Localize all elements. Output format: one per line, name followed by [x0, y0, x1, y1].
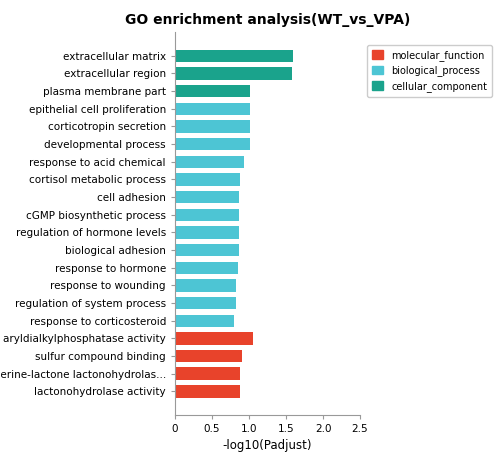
Bar	[175, 67, 292, 80]
Title: GO enrichment analysis(WT_vs_VPA): GO enrichment analysis(WT_vs_VPA)	[125, 13, 410, 27]
Bar	[175, 50, 294, 62]
Bar	[175, 173, 240, 186]
Legend: molecular_function, biological_process, cellular_component: molecular_function, biological_process, …	[366, 45, 492, 97]
Bar	[175, 297, 236, 309]
Bar	[175, 156, 244, 168]
Bar	[175, 191, 240, 203]
Bar	[175, 120, 250, 133]
Bar	[175, 279, 236, 291]
Bar	[175, 350, 242, 362]
Bar	[175, 208, 240, 221]
Bar	[175, 244, 238, 256]
Bar	[175, 385, 240, 397]
Bar	[175, 226, 240, 239]
Bar	[175, 261, 238, 274]
Bar	[175, 138, 250, 150]
X-axis label: -log10(Padjust): -log10(Padjust)	[223, 439, 312, 453]
Bar	[175, 367, 240, 380]
Bar	[175, 332, 252, 344]
Bar	[175, 314, 234, 327]
Bar	[175, 85, 250, 97]
Bar	[175, 103, 250, 115]
